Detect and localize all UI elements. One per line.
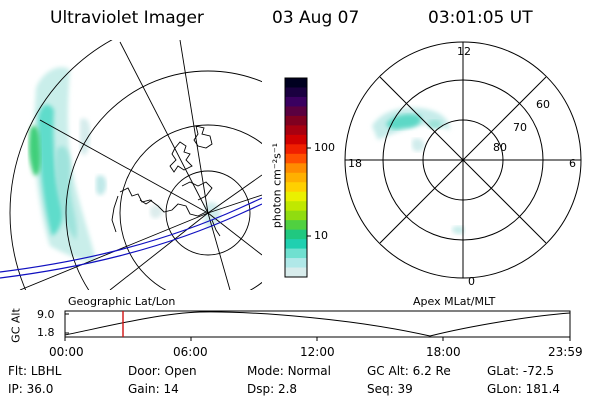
mlt-label-18: 18 <box>348 157 362 170</box>
aurora-emission-right <box>372 107 465 235</box>
geographic-map <box>0 40 262 290</box>
colorbar-cell <box>285 182 307 193</box>
time-label: 03:01:05 UT <box>428 8 533 28</box>
status-glon: GLon: 181.4 <box>487 382 560 396</box>
colorbar-cell <box>285 144 307 155</box>
status-gc-alt: GC Alt: 6.2 Re <box>367 364 451 378</box>
status-door: Door: Open <box>128 364 197 378</box>
colorbar-cell <box>285 267 307 278</box>
colorbar-cell <box>285 163 307 174</box>
colorbar-cell <box>285 96 307 107</box>
status-ip: IP: 36.0 <box>8 382 54 396</box>
colorbar-cell <box>285 258 307 269</box>
colorbar-cell <box>285 229 307 240</box>
time-tick-4: 23:59 <box>548 345 583 359</box>
instrument-title: Ultraviolet Imager <box>50 8 204 28</box>
colorbar-tick-100: 100 <box>314 141 335 154</box>
mlat-label-80: 80 <box>493 141 507 154</box>
colorbar <box>284 77 311 278</box>
altitude-ytick-min: 1.8 <box>37 326 55 339</box>
status-gain: Gain: 14 <box>128 382 179 396</box>
date-label: 03 Aug 07 <box>272 8 360 28</box>
colorbar-units-label: photon cm⁻²s⁻¹ <box>270 142 284 229</box>
orbit-track <box>0 197 262 273</box>
status-dsp: Dsp: 2.8 <box>247 382 298 396</box>
colorbar-cell <box>285 106 307 117</box>
mlt-label-0: 0 <box>468 275 475 288</box>
status-mode: Mode: Normal <box>247 364 331 378</box>
mlt-label-6: 6 <box>569 157 576 170</box>
altitude-ytick-max: 9.0 <box>37 308 55 321</box>
colorbar-cell <box>285 248 307 259</box>
colorbar-cell <box>285 153 307 164</box>
colorbar-cell <box>285 201 307 212</box>
colorbar-cell <box>285 134 307 145</box>
left-map-caption: Geographic Lat/Lon <box>68 295 176 308</box>
apex-polar-map <box>344 41 582 279</box>
mlat-label-60: 60 <box>536 98 550 111</box>
altitude-axis-label: GC Alt <box>9 308 23 343</box>
colorbar-cell <box>285 87 307 98</box>
colorbar-cell <box>285 78 307 88</box>
coastline <box>111 125 221 237</box>
time-tick-2: 12:00 <box>300 345 335 359</box>
colorbar-tick-10: 10 <box>314 229 328 242</box>
time-tick-1: 06:00 <box>173 345 208 359</box>
status-glat: GLat: -72.5 <box>487 364 554 378</box>
colorbar-cell <box>285 172 307 183</box>
altitude-curve <box>64 311 571 337</box>
colorbar-cell <box>285 191 307 202</box>
time-tick-0: 00:00 <box>49 345 84 359</box>
status-seq: Seq: 39 <box>367 382 413 396</box>
altitude-plot <box>64 310 571 341</box>
colorbar-cell <box>285 220 307 231</box>
time-tick-3: 18:00 <box>426 345 461 359</box>
right-map-caption: Apex MLat/MLT <box>413 295 496 308</box>
mlt-label-12: 12 <box>457 45 471 58</box>
colorbar-cell <box>285 239 307 250</box>
aurora-emission-left <box>28 67 221 262</box>
status-flt: Flt: LBHL <box>8 364 62 378</box>
mlat-label-70: 70 <box>513 121 527 134</box>
colorbar-cell <box>285 125 307 136</box>
colorbar-cell <box>285 210 307 221</box>
colorbar-cell <box>285 115 307 126</box>
